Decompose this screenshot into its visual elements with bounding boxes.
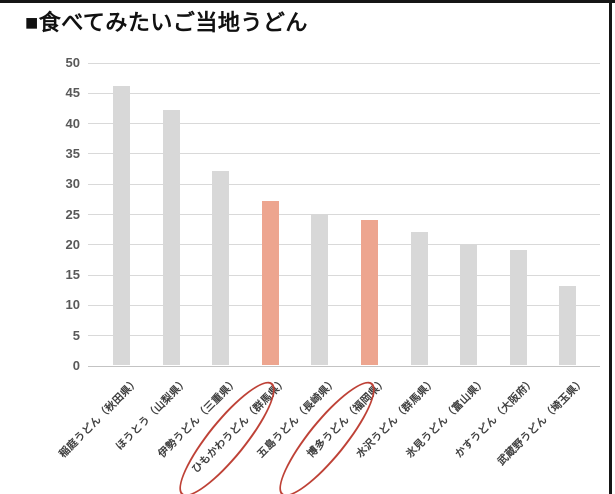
gridline [88,244,600,246]
y-axis-tick-label: 20 [65,236,80,252]
y-axis-tick-label: 50 [65,55,80,70]
y-axis-tick-label: 10 [65,297,80,313]
plot-area [88,62,600,367]
y-axis-tick-label: 15 [65,267,80,283]
y-axis-tick-label: 45 [65,85,80,101]
bar [311,213,329,365]
gridline [88,92,600,94]
x-axis-line [88,365,600,367]
y-axis-tick-label: 30 [65,176,80,192]
gridline [88,304,600,306]
y-axis-tick-label: 40 [65,115,80,131]
bar-highlighted [361,219,378,365]
gridline [88,274,600,276]
y-axis-tick-label: 25 [65,206,80,222]
bar [113,86,130,365]
bar [509,249,527,365]
y-axis-tick-label: 5 [72,327,80,343]
x-axis-category-label: 稲庭うどん（秋田県） [56,375,142,461]
gridline [88,123,600,125]
bar [212,171,230,365]
gridline [88,62,600,64]
bar [559,286,577,365]
y-axis-tick-label: 35 [65,145,80,161]
bar [162,110,180,365]
y-axis-tick-label: 0 [72,358,80,373]
gridline [88,183,600,185]
gridline [88,214,600,215]
top-border-line [0,0,615,3]
right-border-line [609,0,612,494]
gridline [88,153,600,155]
bar [410,231,428,365]
x-axis-category-label: 武蔵野うどん（埼玉県） [495,375,588,468]
gridline [88,335,600,337]
bar [460,243,478,365]
chart-title: ■食べてみたいご当地うどん [25,10,308,35]
bar-highlighted [261,201,279,365]
